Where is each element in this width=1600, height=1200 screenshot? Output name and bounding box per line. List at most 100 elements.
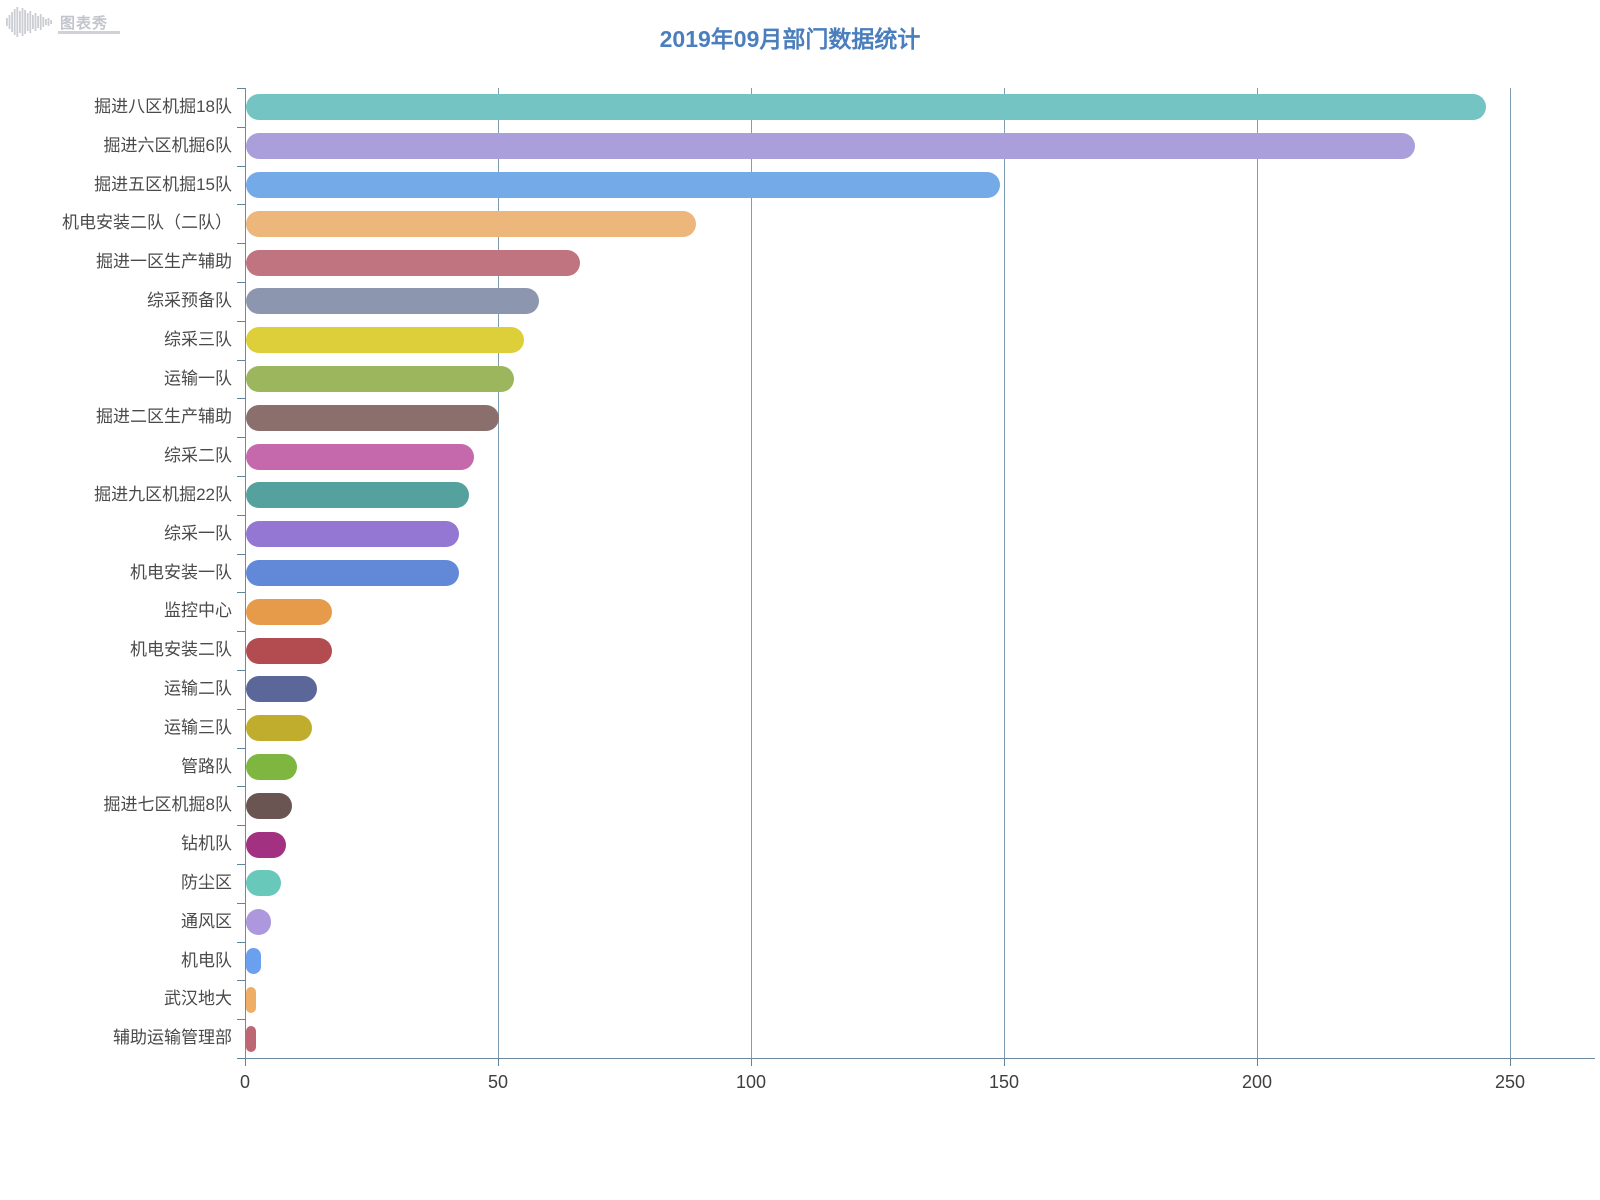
category-label: 掘进二区生产辅助: [96, 407, 232, 427]
bar-21[interactable]: [246, 870, 282, 897]
category-label: 辅助运输管理部: [113, 1028, 232, 1048]
y-axis-tick: [237, 786, 245, 788]
category-label: 综采预备队: [147, 291, 232, 310]
bar-10[interactable]: [246, 443, 474, 470]
x-axis-tick: [245, 1058, 246, 1066]
y-axis-tick: [237, 825, 245, 827]
category-label: 钻机队: [181, 834, 232, 854]
x-axis-tick: [751, 1058, 752, 1066]
category-label: 机电队: [181, 950, 232, 970]
y-axis-tick: [237, 902, 245, 904]
y-axis-tick: [237, 980, 245, 982]
x-axis-label: 100: [735, 1072, 767, 1092]
bar-4[interactable]: [246, 210, 697, 237]
category-label: 运输一队: [164, 368, 232, 388]
chart-title: 2019年09月部门数据统计: [659, 26, 921, 52]
gridline: [1257, 88, 1258, 1058]
category-label: 机电安装二队（二队）: [62, 213, 232, 233]
bar-23[interactable]: [246, 948, 262, 974]
y-axis-tick: [237, 631, 245, 633]
bar-8[interactable]: [246, 366, 515, 392]
y-axis-tick: [237, 126, 245, 128]
y-axis-line: [245, 88, 246, 1058]
y-axis-tick: [237, 553, 245, 555]
bar-19[interactable]: [246, 792, 292, 819]
gridline: [498, 88, 499, 1058]
category-label: 掘进九区机掘22队: [94, 485, 232, 504]
bar-12[interactable]: [246, 521, 459, 548]
bar-14[interactable]: [246, 598, 333, 625]
logo-underline: [58, 31, 120, 34]
category-label: 运输三队: [164, 717, 232, 737]
x-axis-label: 0: [239, 1072, 251, 1092]
category-label: 综采三队: [164, 329, 232, 349]
x-axis-tick: [498, 1058, 499, 1066]
bar-15[interactable]: [246, 637, 333, 664]
bar-9[interactable]: [246, 404, 499, 431]
category-label: 机电安装二队: [130, 640, 232, 660]
gridline: [1510, 88, 1511, 1058]
y-axis-tick: [237, 204, 245, 206]
category-label: 运输二队: [164, 679, 232, 698]
y-axis-tick: [237, 941, 245, 943]
site-watermark-logo: 图表秀: [6, 5, 156, 39]
x-axis-label: 200: [1241, 1072, 1273, 1092]
gridline: [1004, 88, 1005, 1058]
category-label: 监控中心: [164, 601, 232, 621]
bar-16[interactable]: [246, 676, 317, 703]
bar-17[interactable]: [246, 715, 312, 742]
category-label: 武汉地大: [164, 989, 232, 1009]
y-axis-tick: [237, 514, 245, 516]
bar-3[interactable]: [246, 172, 1000, 198]
y-axis-tick: [237, 243, 245, 245]
y-axis-tick: [237, 1058, 245, 1059]
bar-18[interactable]: [246, 754, 297, 780]
category-label: 掘进五区机掘15队: [94, 174, 232, 194]
category-label: 掘进一区生产辅助: [96, 252, 232, 272]
y-axis-tick: [237, 88, 245, 89]
bar-13[interactable]: [246, 560, 459, 586]
y-axis-tick: [237, 1019, 245, 1021]
x-axis-label: 250: [1494, 1072, 1526, 1092]
category-label: 防尘区: [181, 873, 232, 892]
category-label: 综采二队: [164, 446, 232, 466]
bar-7[interactable]: [246, 327, 525, 354]
y-axis-tick: [237, 708, 245, 710]
category-label: 管路队: [181, 756, 232, 776]
category-label: 机电安装一队: [130, 562, 232, 582]
category-label: 掘进七区机掘8队: [103, 795, 232, 815]
bar-6[interactable]: [246, 288, 540, 315]
y-axis-tick: [237, 864, 245, 865]
bar-1[interactable]: [246, 94, 1486, 121]
y-axis-tick: [237, 437, 245, 439]
y-axis-tick: [237, 670, 245, 671]
y-axis-tick: [237, 320, 245, 322]
y-axis-tick: [237, 476, 245, 477]
y-axis-tick: [237, 747, 245, 749]
x-axis-label: 150: [988, 1072, 1020, 1092]
x-axis-tick: [1510, 1058, 1511, 1066]
bar-24[interactable]: [246, 986, 257, 1013]
bar-22[interactable]: [246, 909, 272, 936]
category-label: 通风区: [181, 911, 232, 931]
x-axis-tick: [1004, 1058, 1005, 1066]
y-axis-tick: [237, 165, 245, 167]
bar-25[interactable]: [246, 1025, 257, 1052]
x-axis-label: 50: [487, 1072, 509, 1092]
gridline: [751, 88, 752, 1058]
x-axis-tick: [1257, 1058, 1258, 1066]
y-axis-tick: [237, 359, 245, 361]
y-axis-tick: [237, 282, 245, 283]
logo-text: 图表秀: [60, 14, 109, 32]
category-label: 掘进六区机掘6队: [103, 135, 232, 155]
waveform-logo-icon: [6, 7, 52, 37]
bar-20[interactable]: [246, 831, 287, 858]
x-axis-line: [245, 1058, 1595, 1059]
bar-2[interactable]: [246, 133, 1415, 160]
bar-5[interactable]: [246, 249, 580, 276]
y-axis-tick: [237, 398, 245, 400]
bar-11[interactable]: [246, 482, 469, 509]
y-axis-tick: [237, 592, 245, 594]
category-label: 掘进八区机掘18队: [94, 97, 232, 116]
